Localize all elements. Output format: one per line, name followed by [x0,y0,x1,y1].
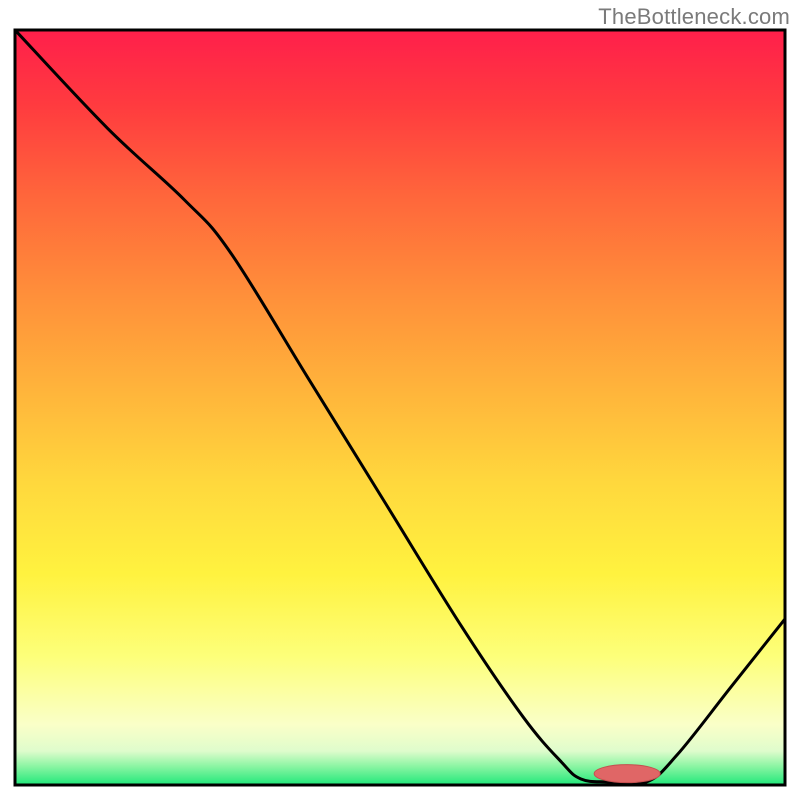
gradient-background [15,30,785,785]
chart-container: { "watermark": { "text": "TheBottleneck.… [0,0,800,800]
watermark-text: TheBottleneck.com [598,4,790,30]
optimal-marker [594,765,660,783]
bottleneck-chart [0,0,800,800]
